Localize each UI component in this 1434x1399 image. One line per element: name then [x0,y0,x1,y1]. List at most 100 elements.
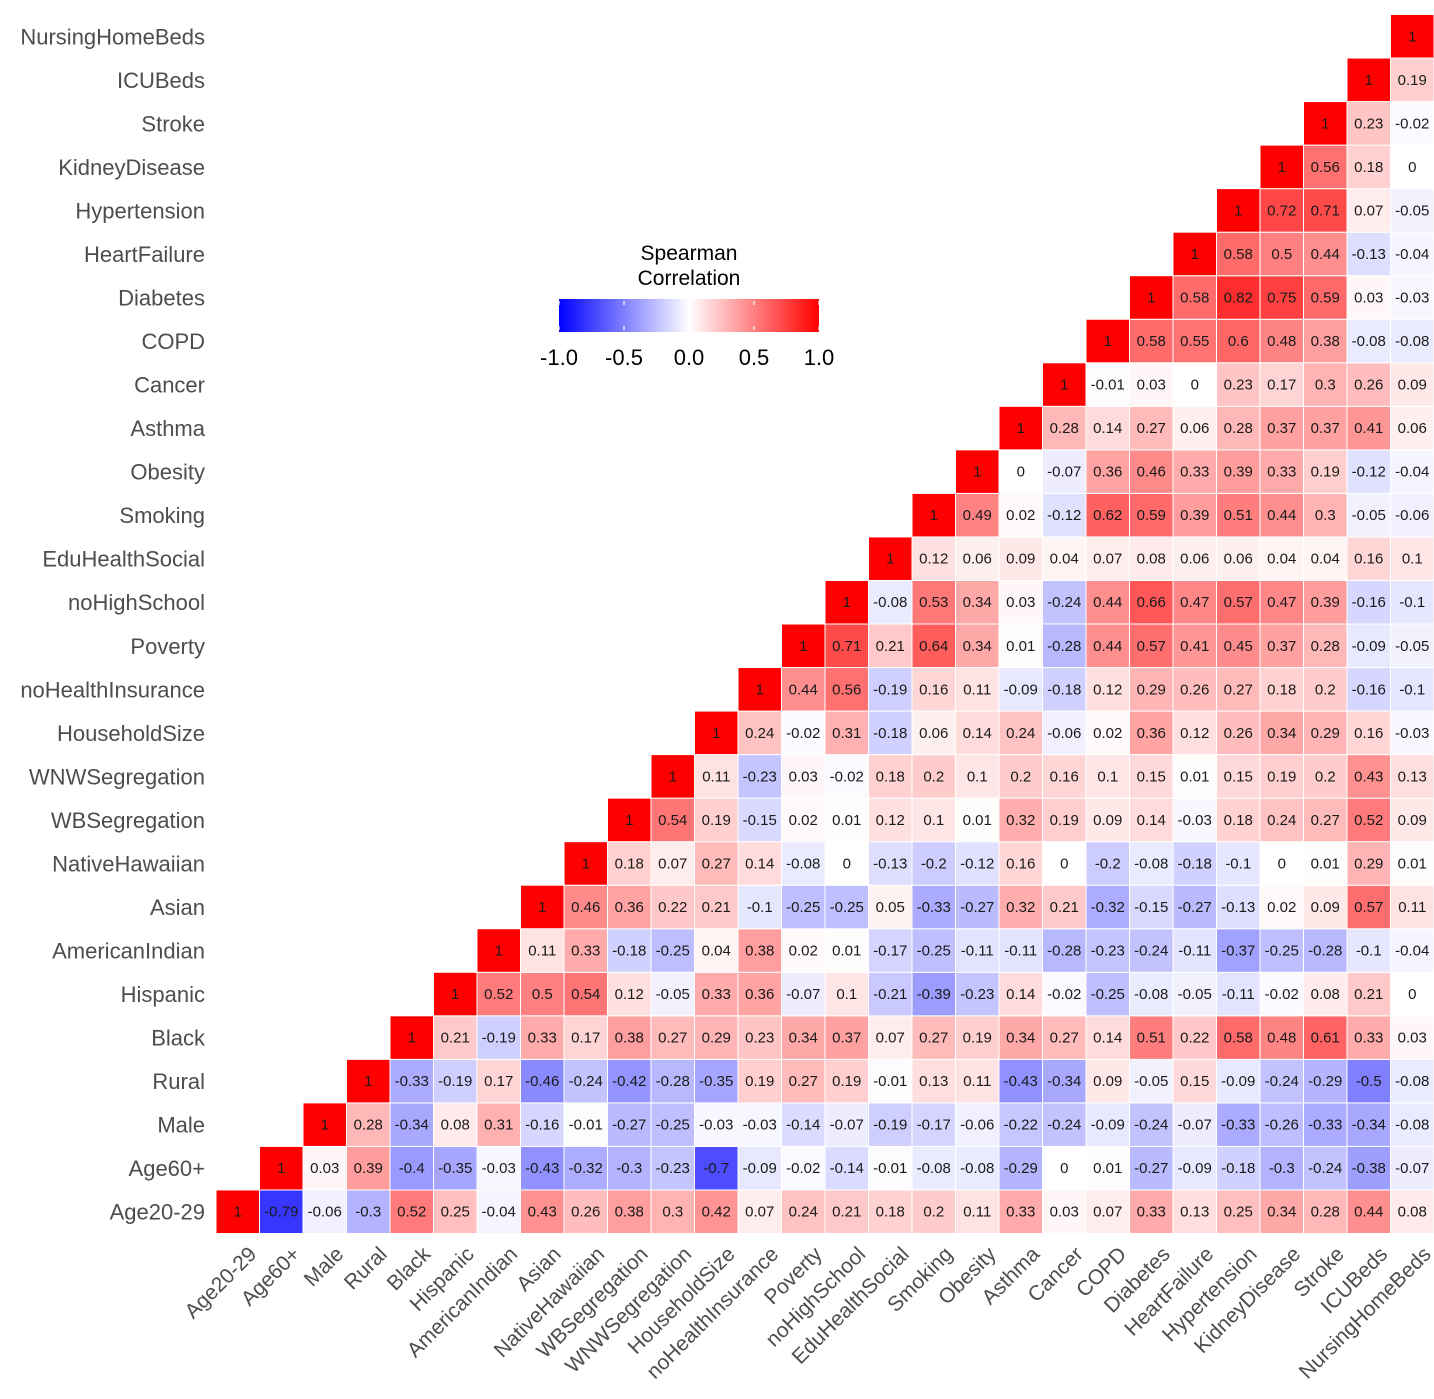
heatmap-cell-value: 0.34 [1006,1030,1035,1047]
heatmap-cell: 0.09 [1303,884,1348,930]
heatmap-cell: -0.32 [563,1145,608,1191]
heatmap-cell: 0.16 [998,841,1043,886]
heatmap-cell-value: -0.22 [1004,1117,1038,1134]
heatmap-cell-rect [433,1189,478,1234]
heatmap-cell-value: 0.13 [1398,768,1427,785]
heatmap-cell: -0.02 [781,710,826,756]
heatmap-cell-value: 0.18 [1354,159,1383,176]
heatmap-cell-value: 0.5 [532,986,553,1003]
heatmap-cell: -0.04 [1390,449,1434,494]
heatmap-cell-rect [1085,449,1130,494]
heatmap-cell-value: 1 [669,768,677,785]
heatmap-cell: 0.21 [1042,884,1087,930]
heatmap-cell: -0.27 [607,1102,652,1147]
heatmap-cell: -0.22 [998,1102,1043,1147]
heatmap-cell-rect [955,884,1000,930]
heatmap-cell-rect [1303,579,1348,625]
heatmap-cell-value: 0.62 [1093,507,1122,524]
heatmap-cell: -0.1 [737,884,782,930]
heatmap-cell-value: -0.01 [873,1073,907,1090]
heatmap-cell-rect [1259,1058,1304,1104]
heatmap-cell-rect [1172,275,1217,320]
heatmap-cell: -0.1 [1390,579,1434,625]
heatmap-cell: 0.56 [1303,144,1348,190]
heatmap-cell: 0.52 [476,971,521,1017]
heatmap-cell-value: 0.36 [745,986,774,1003]
heatmap-cell: 0.25 [1216,1189,1261,1234]
heatmap-cell-value: -0.34 [1047,1073,1081,1090]
heatmap-cell: 0.18 [607,841,652,886]
heatmap-cell: 0 [1390,144,1434,190]
y-axis-label: WBSegregation [51,808,205,833]
legend-ticks: -1.0 -0.5 0.0 0.5 1.0 [540,301,834,370]
heatmap-cell-value: 0.15 [1180,1073,1209,1090]
heatmap-cell-value: 1 [582,855,590,872]
heatmap-cell: -0.24 [1042,579,1087,625]
heatmap-cell-rect [1129,884,1174,930]
heatmap-cell-value: 0.21 [876,638,905,655]
heatmap-cell-rect [824,1015,869,1060]
heatmap-cell-value: -0.08 [1352,333,1386,350]
heatmap-cell-value: -0.09 [1352,638,1386,655]
heatmap-cell: -0.02 [1390,101,1434,146]
heatmap-cell-value: 0.23 [745,1030,774,1047]
heatmap-cell-rect [1390,231,1434,277]
heatmap-cell-value: -0.1 [747,899,773,916]
heatmap-cell: 0.08 [1303,971,1348,1017]
heatmap-cell: 0.15 [1172,1058,1217,1104]
heatmap-cell: -0.24 [1259,1058,1304,1104]
heatmap-cell-rect [1346,667,1391,712]
heatmap-cell-value: 0.01 [1006,638,1035,655]
heatmap-cell-value: 0.28 [1050,420,1079,437]
heatmap-cell-rect [607,1102,652,1147]
heatmap-cell-value: -0.18 [873,725,907,742]
heatmap-cell-value: 0.13 [1180,1204,1209,1221]
heatmap-cell-value: 0.2 [923,768,944,785]
heatmap-cell-rect [1303,1145,1348,1191]
heatmap-cell: 0.47 [1172,579,1217,625]
heatmap-cell: -0.09 [1346,623,1391,669]
heatmap-cell-value: 0.16 [1354,551,1383,568]
heatmap-cell: 0.07 [650,841,695,886]
heatmap-cell-value: 0.09 [1398,812,1427,829]
heatmap-cell-value: 0.26 [571,1204,600,1221]
heatmap-cell-value: 0.01 [1311,855,1340,872]
heatmap-cell-rect [781,754,826,799]
heatmap-cell-value: -0.32 [569,1160,603,1177]
heatmap-cell-value: 0.09 [1311,899,1340,916]
heatmap-cell-rect [1172,449,1217,494]
heatmap-cell-value: 1 [1408,28,1416,45]
heatmap-cell-value: -0.16 [1352,594,1386,611]
heatmap-cell: 0.07 [1346,188,1391,233]
heatmap-cell-value: -0.17 [917,1117,951,1134]
heatmap-cell: 0.6 [1216,318,1261,364]
heatmap-cell-rect [1390,492,1434,538]
heatmap-cell: 0.33 [1129,1189,1174,1234]
heatmap-cell: 0.24 [1259,797,1304,843]
heatmap-cell-value: 0.06 [1180,551,1209,568]
heatmap-cell: -0.08 [1129,841,1174,886]
heatmap-cell: 0.14 [1129,797,1174,843]
heatmap-cell: 0.01 [1172,754,1217,799]
heatmap-cell: -0.14 [824,1145,869,1191]
heatmap-cell: 0.22 [1172,1015,1217,1060]
heatmap-cell: 0.27 [1129,405,1174,451]
heatmap-cell-rect [1346,971,1391,1017]
heatmap-cell: -0.24 [1129,928,1174,973]
heatmap-cell-value: 0.14 [1137,812,1166,829]
heatmap-cell-value: 0.16 [919,681,948,698]
heatmap-cell: 0.12 [1085,667,1130,712]
heatmap-cell-value: -0.14 [830,1160,864,1177]
heatmap-cell: 0.12 [1172,710,1217,756]
heatmap-cell-rect [520,928,565,973]
heatmap-cell-value: -0.32 [1091,899,1125,916]
heatmap-cell: 0.02 [1259,884,1304,930]
heatmap-cell-value: 0.19 [1267,768,1296,785]
heatmap-cell-rect [346,1189,391,1234]
heatmap-cell-rect [781,1145,826,1191]
heatmap-cell: 0.3 [1303,362,1348,407]
heatmap-cell-rect [1303,884,1348,930]
heatmap-cell-value: 0.08 [1398,1204,1427,1221]
heatmap-cell: -0.18 [1172,841,1217,886]
heatmap-cell: -0.13 [1346,231,1391,277]
